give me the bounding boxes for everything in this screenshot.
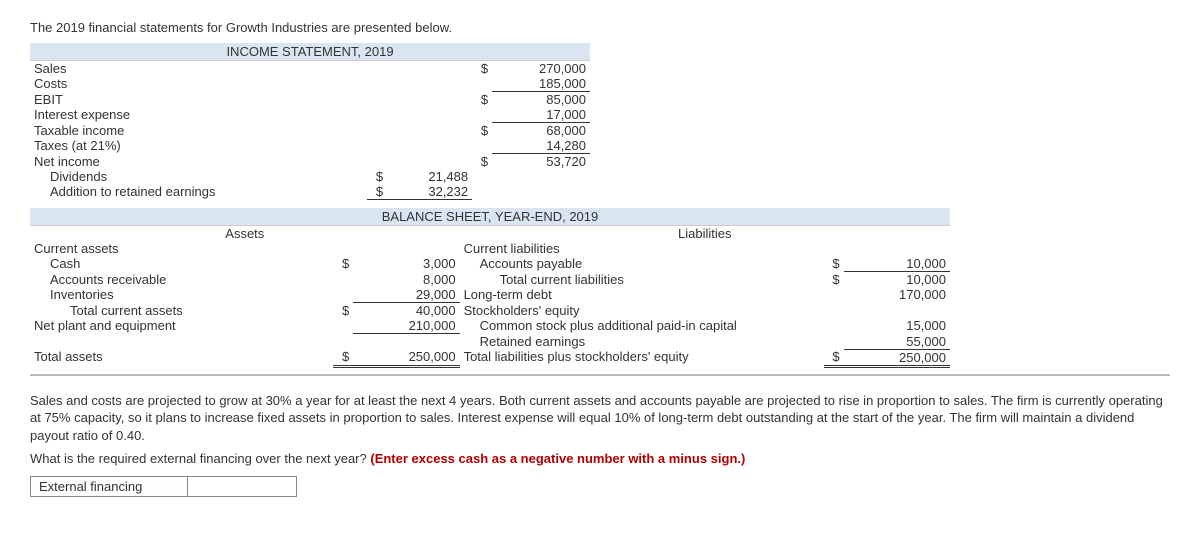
taxes-value: 14,280: [492, 138, 590, 154]
dividends-value: 21,488: [387, 169, 472, 184]
balance-sheet-table: Assets Liabilities Current assets Curren…: [30, 226, 950, 368]
total-assets-value: 250,000: [353, 349, 459, 366]
external-financing-input[interactable]: [188, 476, 297, 497]
tca-value: 40,000: [353, 303, 459, 319]
taxable-value: 68,000: [492, 123, 590, 139]
ap-dollar: $: [824, 256, 844, 272]
ebit-label: EBIT: [30, 92, 367, 108]
cash-label: Cash: [30, 256, 333, 272]
costs-value: 185,000: [492, 76, 590, 92]
intro-text: The 2019 financial statements for Growth…: [30, 20, 1170, 35]
ebit-dollar: $: [472, 92, 492, 108]
total-assets-label: Total assets: [30, 349, 333, 366]
income-header: INCOME STATEMENT, 2019: [30, 43, 590, 61]
liabilities-heading: Liabilities: [460, 226, 950, 241]
taxes-label: Taxes (at 21%): [30, 138, 367, 154]
se-label: Stockholders' equity: [460, 303, 824, 319]
question-hint: (Enter excess cash as a negative number …: [370, 451, 745, 466]
current-liab-label: Current liabilities: [460, 241, 824, 256]
ar-label: Accounts receivable: [30, 272, 333, 288]
re-label: Retained earnings: [460, 334, 824, 350]
ar-value: 8,000: [353, 272, 459, 288]
total-liab-label: Total liabilities plus stockholders' equ…: [460, 349, 824, 366]
total-liab-value: 250,000: [844, 349, 950, 366]
answer-label: External financing: [30, 476, 188, 497]
assets-heading: Assets: [30, 226, 460, 241]
tca-dollar: $: [333, 303, 353, 319]
tca-label: Total current assets: [30, 303, 333, 319]
balance-header: BALANCE SHEET, YEAR-END, 2019: [30, 208, 950, 226]
projection-paragraph: Sales and costs are projected to grow at…: [30, 392, 1170, 445]
tcl-label: Total current liabilities: [460, 272, 824, 288]
cs-label: Common stock plus additional paid-in cap…: [460, 318, 824, 334]
cash-value: 3,000: [353, 256, 459, 272]
interest-value: 17,000: [492, 107, 590, 123]
ltd-value: 170,000: [844, 287, 950, 303]
sales-value: 270,000: [492, 61, 590, 76]
cash-dollar: $: [333, 256, 353, 272]
retained-value: 32,232: [387, 184, 472, 200]
dividends-dollar: $: [367, 169, 387, 184]
netincome-dollar: $: [472, 154, 492, 170]
retained-dollar: $: [367, 184, 387, 200]
interest-label: Interest expense: [30, 107, 367, 123]
taxable-label: Taxable income: [30, 123, 367, 139]
cs-value: 15,000: [844, 318, 950, 334]
current-assets-label: Current assets: [30, 241, 333, 256]
sales-label: Sales: [30, 61, 367, 76]
inv-label: Inventories: [30, 287, 333, 303]
total-liab-dollar: $: [824, 349, 844, 366]
ap-value: 10,000: [844, 256, 950, 272]
sales-dollar: $: [472, 61, 492, 76]
npe-label: Net plant and equipment: [30, 318, 333, 334]
netincome-value: 53,720: [492, 154, 590, 170]
ap-label: Accounts payable: [460, 256, 824, 272]
re-value: 55,000: [844, 334, 950, 350]
question-line: What is the required external financing …: [30, 450, 1170, 468]
ebit-value: 85,000: [492, 92, 590, 108]
taxable-dollar: $: [472, 123, 492, 139]
retained-label: Addition to retained earnings: [30, 184, 367, 200]
ltd-label: Long-term debt: [460, 287, 824, 303]
question-text: What is the required external financing …: [30, 451, 370, 466]
inv-value: 29,000: [353, 287, 459, 303]
tcl-dollar: $: [824, 272, 844, 288]
income-statement-table: Sales $ 270,000 Costs 185,000 EBIT $ 85,…: [30, 61, 590, 200]
netincome-label: Net income: [30, 154, 367, 170]
dividends-label: Dividends: [30, 169, 367, 184]
costs-label: Costs: [30, 76, 367, 92]
npe-value: 210,000: [353, 318, 459, 334]
tcl-value: 10,000: [844, 272, 950, 288]
total-assets-dollar: $: [333, 349, 353, 366]
